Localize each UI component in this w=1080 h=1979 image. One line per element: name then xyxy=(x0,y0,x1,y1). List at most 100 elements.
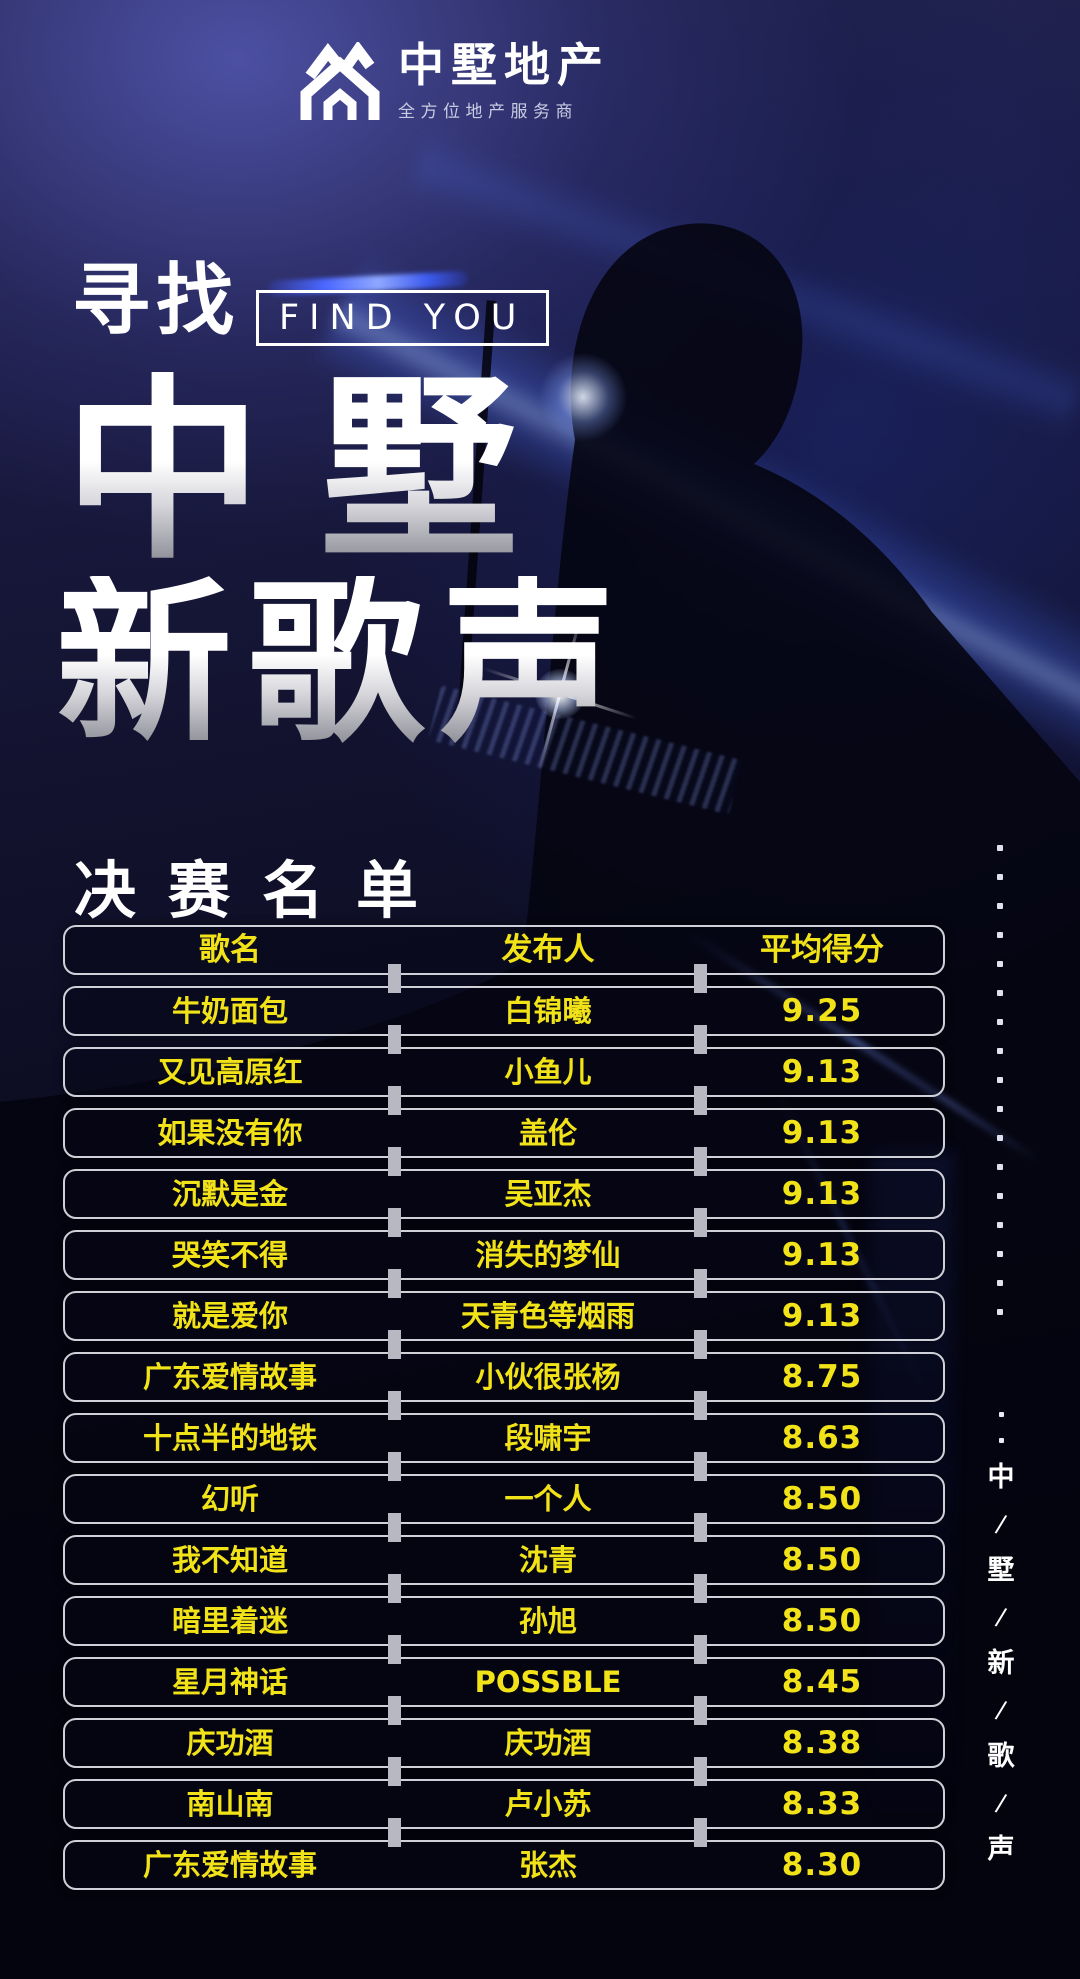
score-table: 歌名 发布人 平均得分 牛奶面包 白锦曦 9.25 又见高原红 小鱼儿 9.13… xyxy=(63,925,945,1901)
row-connector xyxy=(388,1513,401,1542)
vertical-title-char: 歌 xyxy=(987,1741,1015,1772)
score-cell: 8.45 xyxy=(781,1663,863,1700)
lens-flare xyxy=(538,352,628,442)
publisher-cell: 段啸宇 xyxy=(504,1420,592,1455)
publisher-cell: 庆功酒 xyxy=(504,1725,592,1760)
vertical-title-char: 新 xyxy=(987,1648,1015,1679)
rail-dot xyxy=(997,961,1003,967)
row-connector xyxy=(694,1025,707,1054)
rail-dot xyxy=(997,1106,1003,1112)
table-row: 哭笑不得 消失的梦仙 9.13 xyxy=(63,1230,945,1298)
score-cell: 9.13 xyxy=(781,1236,863,1273)
score-cell: 9.13 xyxy=(781,1297,863,1334)
song-name-cell: 十点半的地铁 xyxy=(142,1420,317,1455)
row-connector xyxy=(694,1391,707,1420)
main-title-line1: 中墅 xyxy=(64,355,576,586)
row-connector xyxy=(388,1635,401,1664)
song-name-cell: 就是爱你 xyxy=(171,1298,288,1333)
score-table-rows: 牛奶面包 白锦曦 9.25 又见高原红 小鱼儿 9.13 如果没有你 盖伦 9.… xyxy=(63,986,945,1890)
row-connector xyxy=(388,1208,401,1237)
song-name-cell: 哭笑不得 xyxy=(171,1237,288,1272)
header-score: 平均得分 xyxy=(760,931,884,968)
rail-dot xyxy=(997,1019,1003,1025)
publisher-cell: POSSBLE xyxy=(474,1664,622,1699)
row-connector xyxy=(388,1147,401,1176)
table-row: 就是爱你 天青色等烟雨 9.13 xyxy=(63,1291,945,1359)
song-name-cell: 牛奶面包 xyxy=(171,993,288,1028)
house-logo-icon xyxy=(300,42,380,120)
row-connector xyxy=(694,1513,707,1542)
kicker: 寻找 FIND YOU xyxy=(72,256,550,346)
publisher-cell: 一个人 xyxy=(504,1481,592,1516)
publisher-cell: 消失的梦仙 xyxy=(475,1237,621,1272)
publisher-cell: 吴亚杰 xyxy=(504,1176,592,1211)
row-connector xyxy=(694,1269,707,1298)
table-row: 南山南 卢小苏 8.33 xyxy=(63,1779,945,1847)
row-connector xyxy=(694,1330,707,1359)
vertical-separator: / xyxy=(993,1695,1009,1725)
song-name-cell: 广东爱情故事 xyxy=(142,1847,317,1882)
publisher-cell: 白锦曦 xyxy=(504,993,592,1028)
song-name-cell: 广东爱情故事 xyxy=(142,1359,317,1394)
song-name-cell: 沉默是金 xyxy=(171,1176,288,1211)
rail-dot xyxy=(997,1193,1003,1199)
score-cell: 8.75 xyxy=(781,1358,863,1395)
table-row: 我不知道 沈青 8.50 xyxy=(63,1535,945,1603)
publisher-cell: 小伙很张杨 xyxy=(475,1359,621,1394)
kicker-chinese: 寻找 xyxy=(72,256,241,346)
rail-dot xyxy=(997,845,1003,851)
score-cell: 8.50 xyxy=(781,1602,863,1639)
table-row: 暗里着迷 孙旭 8.50 xyxy=(63,1596,945,1664)
brand-logo: 中墅地产 全方位地产服务商 xyxy=(298,42,610,122)
row-connector xyxy=(694,1452,707,1481)
song-name-cell: 南山南 xyxy=(186,1786,274,1821)
rail-dot-small xyxy=(998,1438,1004,1443)
row-connector xyxy=(388,1696,401,1725)
row-connector xyxy=(694,1696,707,1725)
row-connector xyxy=(388,1330,401,1359)
vertical-title: 中 / 墅 / 新 / 歌 / 声 xyxy=(984,1412,1018,1863)
table-row: 广东爱情故事 小伙很张杨 8.75 xyxy=(63,1352,945,1420)
score-cell: 9.13 xyxy=(781,1114,863,1151)
rail-dot xyxy=(997,990,1003,996)
row-connector xyxy=(694,1574,707,1603)
publisher-cell: 孙旭 xyxy=(518,1603,577,1638)
vertical-separator: / xyxy=(993,1602,1009,1632)
rail-dot xyxy=(997,1280,1003,1286)
row-connector xyxy=(694,1147,707,1176)
row-connector xyxy=(388,1086,401,1115)
publisher-cell: 小鱼儿 xyxy=(504,1054,592,1089)
row-connector xyxy=(694,1818,707,1847)
rail-dot xyxy=(997,1077,1003,1083)
publisher-cell: 天青色等烟雨 xyxy=(460,1298,635,1333)
row-connector xyxy=(388,1391,401,1420)
song-name-cell: 星月神话 xyxy=(171,1664,288,1699)
rail-dot-small xyxy=(998,1412,1004,1417)
publisher-cell: 沈青 xyxy=(518,1542,577,1577)
score-cell: 8.30 xyxy=(781,1846,863,1883)
brand-tagline: 全方位地产服务商 xyxy=(398,102,578,122)
row-connector xyxy=(388,964,401,993)
row-connector xyxy=(388,1269,401,1298)
brand-name: 中墅地产 xyxy=(398,38,610,92)
song-name-cell: 如果没有你 xyxy=(157,1115,303,1150)
score-cell: 9.13 xyxy=(781,1175,863,1212)
score-cell: 8.38 xyxy=(781,1724,863,1761)
rail-dot xyxy=(997,1222,1003,1228)
table-row: 沉默是金 吴亚杰 9.13 xyxy=(63,1169,945,1237)
starburst-flare xyxy=(483,615,637,772)
row-connector xyxy=(388,1452,401,1481)
table-row: 星月神话 POSSBLE 8.45 xyxy=(63,1657,945,1725)
vertical-separator: / xyxy=(993,1788,1009,1818)
song-name-cell: 又见高原红 xyxy=(157,1054,303,1089)
rail-dot xyxy=(997,874,1003,880)
table-row: 广东爱情故事 张杰 8.30 xyxy=(63,1840,945,1890)
row-connector xyxy=(388,1025,401,1054)
song-name-cell: 暗里着迷 xyxy=(171,1603,288,1638)
row-connector xyxy=(694,1208,707,1237)
publisher-cell: 卢小苏 xyxy=(504,1786,592,1821)
rail-dot xyxy=(997,1164,1003,1170)
